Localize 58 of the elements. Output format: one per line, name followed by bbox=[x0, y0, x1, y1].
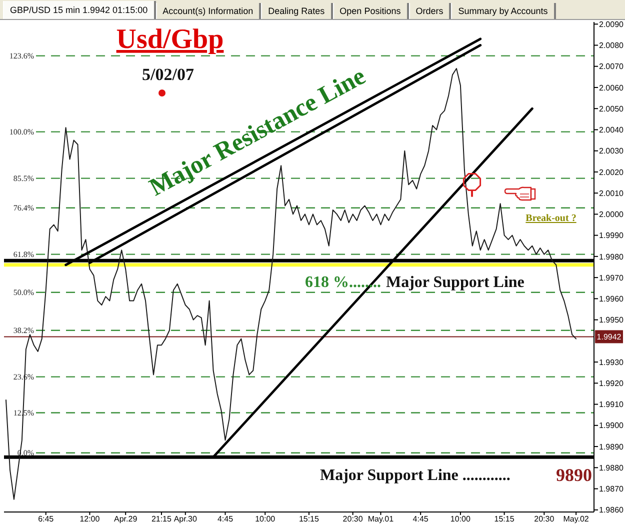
y-tick-label: 1.9860 bbox=[599, 506, 624, 515]
tab: Open Positions bbox=[332, 3, 409, 19]
annotation: 100.0% bbox=[9, 128, 34, 137]
y-tick-label: 2.0090 bbox=[599, 20, 624, 29]
y-tick-label: 2.0040 bbox=[599, 126, 624, 135]
tab: Orders bbox=[408, 3, 452, 19]
y-tick-label: 2.0010 bbox=[599, 188, 624, 198]
annotation: 123.6% bbox=[9, 52, 34, 61]
annotation: 76.4% bbox=[13, 204, 34, 213]
tab: Dealing Rates bbox=[261, 3, 333, 19]
y-tick-label: 1.9890 bbox=[599, 442, 624, 452]
y-tick-label: 2.0030 bbox=[599, 146, 624, 156]
x-tick-label: Apr.30 bbox=[174, 514, 198, 524]
annotation: 50.0% bbox=[13, 288, 34, 298]
y-tick-label: 1.9910 bbox=[599, 400, 624, 410]
annotation: Major Support Line ............ bbox=[320, 467, 510, 484]
y-tick-label: 1.9990 bbox=[599, 231, 624, 240]
annotation: 9890 bbox=[556, 465, 592, 486]
ref-line-label: 1.9942 bbox=[596, 332, 622, 342]
y-tick-label: 1.9880 bbox=[599, 463, 624, 472]
annotation: Break-out ? bbox=[526, 213, 576, 224]
tab: Account(s) Information bbox=[156, 3, 262, 19]
x-tick-label: 12:00 bbox=[80, 514, 100, 524]
y-tick-label: 2.0050 bbox=[599, 104, 624, 114]
y-tick-label: 2.0060 bbox=[599, 83, 624, 92]
y-tick-label: 2.0020 bbox=[599, 168, 624, 177]
x-tick-label: May.01 bbox=[368, 514, 394, 524]
text: 5/02/07 bbox=[142, 65, 194, 84]
x-tick-label: 20:30 bbox=[342, 514, 364, 524]
x-tick-label: 15:15 bbox=[298, 514, 320, 524]
y-tick-label: 1.9950 bbox=[599, 316, 624, 325]
x-tick-label: 21:15 bbox=[151, 514, 172, 524]
x-tick-label: 10:00 bbox=[255, 514, 276, 524]
x-tick-label: 4:45 bbox=[412, 514, 429, 524]
y-tick-label: 1.9970 bbox=[599, 273, 624, 282]
tab: Summary by Accounts bbox=[451, 3, 556, 19]
annotation: Major Support Line bbox=[386, 274, 524, 291]
y-tick-label: 1.9900 bbox=[599, 421, 624, 430]
x-tick-label: 6:45 bbox=[38, 514, 54, 524]
annotation: 85.5% bbox=[13, 174, 34, 184]
x-tick-label: May.02 bbox=[563, 514, 590, 524]
y-tick-label: 2.0080 bbox=[599, 41, 624, 50]
x-tick-label: Apr.29 bbox=[114, 514, 138, 524]
y-tick-label: 1.9960 bbox=[599, 294, 624, 304]
y-tick-label: 1.9920 bbox=[599, 379, 624, 388]
y-tick-label: 2.0000 bbox=[599, 210, 624, 220]
y-tick-label: 2.0070 bbox=[599, 62, 624, 72]
tab: GBP/USD 15 min 1.9942 01:15:00 bbox=[3, 1, 156, 19]
annotation: 61.8% bbox=[13, 250, 34, 260]
x-tick-label: 20:30 bbox=[534, 514, 555, 524]
y-tick-label: 1.9930 bbox=[599, 358, 624, 367]
y-tick-label: 1.9870 bbox=[599, 484, 624, 494]
y-tick-label: 1.9980 bbox=[599, 252, 624, 262]
annotation: 38.2% bbox=[13, 326, 34, 336]
chart-title: Usd/Gbp bbox=[116, 24, 224, 55]
x-tick-label: 10:00 bbox=[450, 514, 472, 524]
x-tick-label: 15:15 bbox=[494, 514, 515, 524]
x-tick-label: 4:45 bbox=[217, 514, 234, 524]
